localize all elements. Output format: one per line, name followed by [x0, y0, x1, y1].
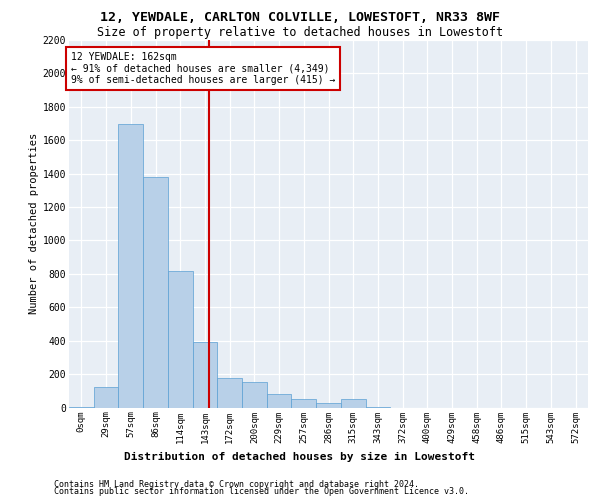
Text: Contains HM Land Registry data © Crown copyright and database right 2024.: Contains HM Land Registry data © Crown c… — [54, 480, 419, 489]
Bar — [94, 388, 118, 407]
Bar — [193, 342, 217, 407]
Text: Size of property relative to detached houses in Lowestoft: Size of property relative to detached ho… — [97, 26, 503, 39]
Bar — [267, 394, 292, 407]
Y-axis label: Number of detached properties: Number of detached properties — [29, 133, 38, 314]
Bar — [242, 382, 267, 407]
Text: 12 YEWDALE: 162sqm
← 91% of detached houses are smaller (4,349)
9% of semi-detac: 12 YEWDALE: 162sqm ← 91% of detached hou… — [71, 52, 335, 85]
Text: Distribution of detached houses by size in Lowestoft: Distribution of detached houses by size … — [125, 452, 476, 462]
Bar — [118, 124, 143, 408]
Bar — [292, 399, 316, 407]
Text: 12, YEWDALE, CARLTON COLVILLE, LOWESTOFT, NR33 8WF: 12, YEWDALE, CARLTON COLVILLE, LOWESTOFT… — [100, 11, 500, 24]
Bar — [341, 399, 365, 407]
Bar — [365, 406, 390, 408]
Bar — [168, 270, 193, 407]
Text: Contains public sector information licensed under the Open Government Licence v3: Contains public sector information licen… — [54, 488, 469, 496]
Bar — [217, 378, 242, 408]
Bar — [316, 404, 341, 407]
Bar — [143, 177, 168, 408]
